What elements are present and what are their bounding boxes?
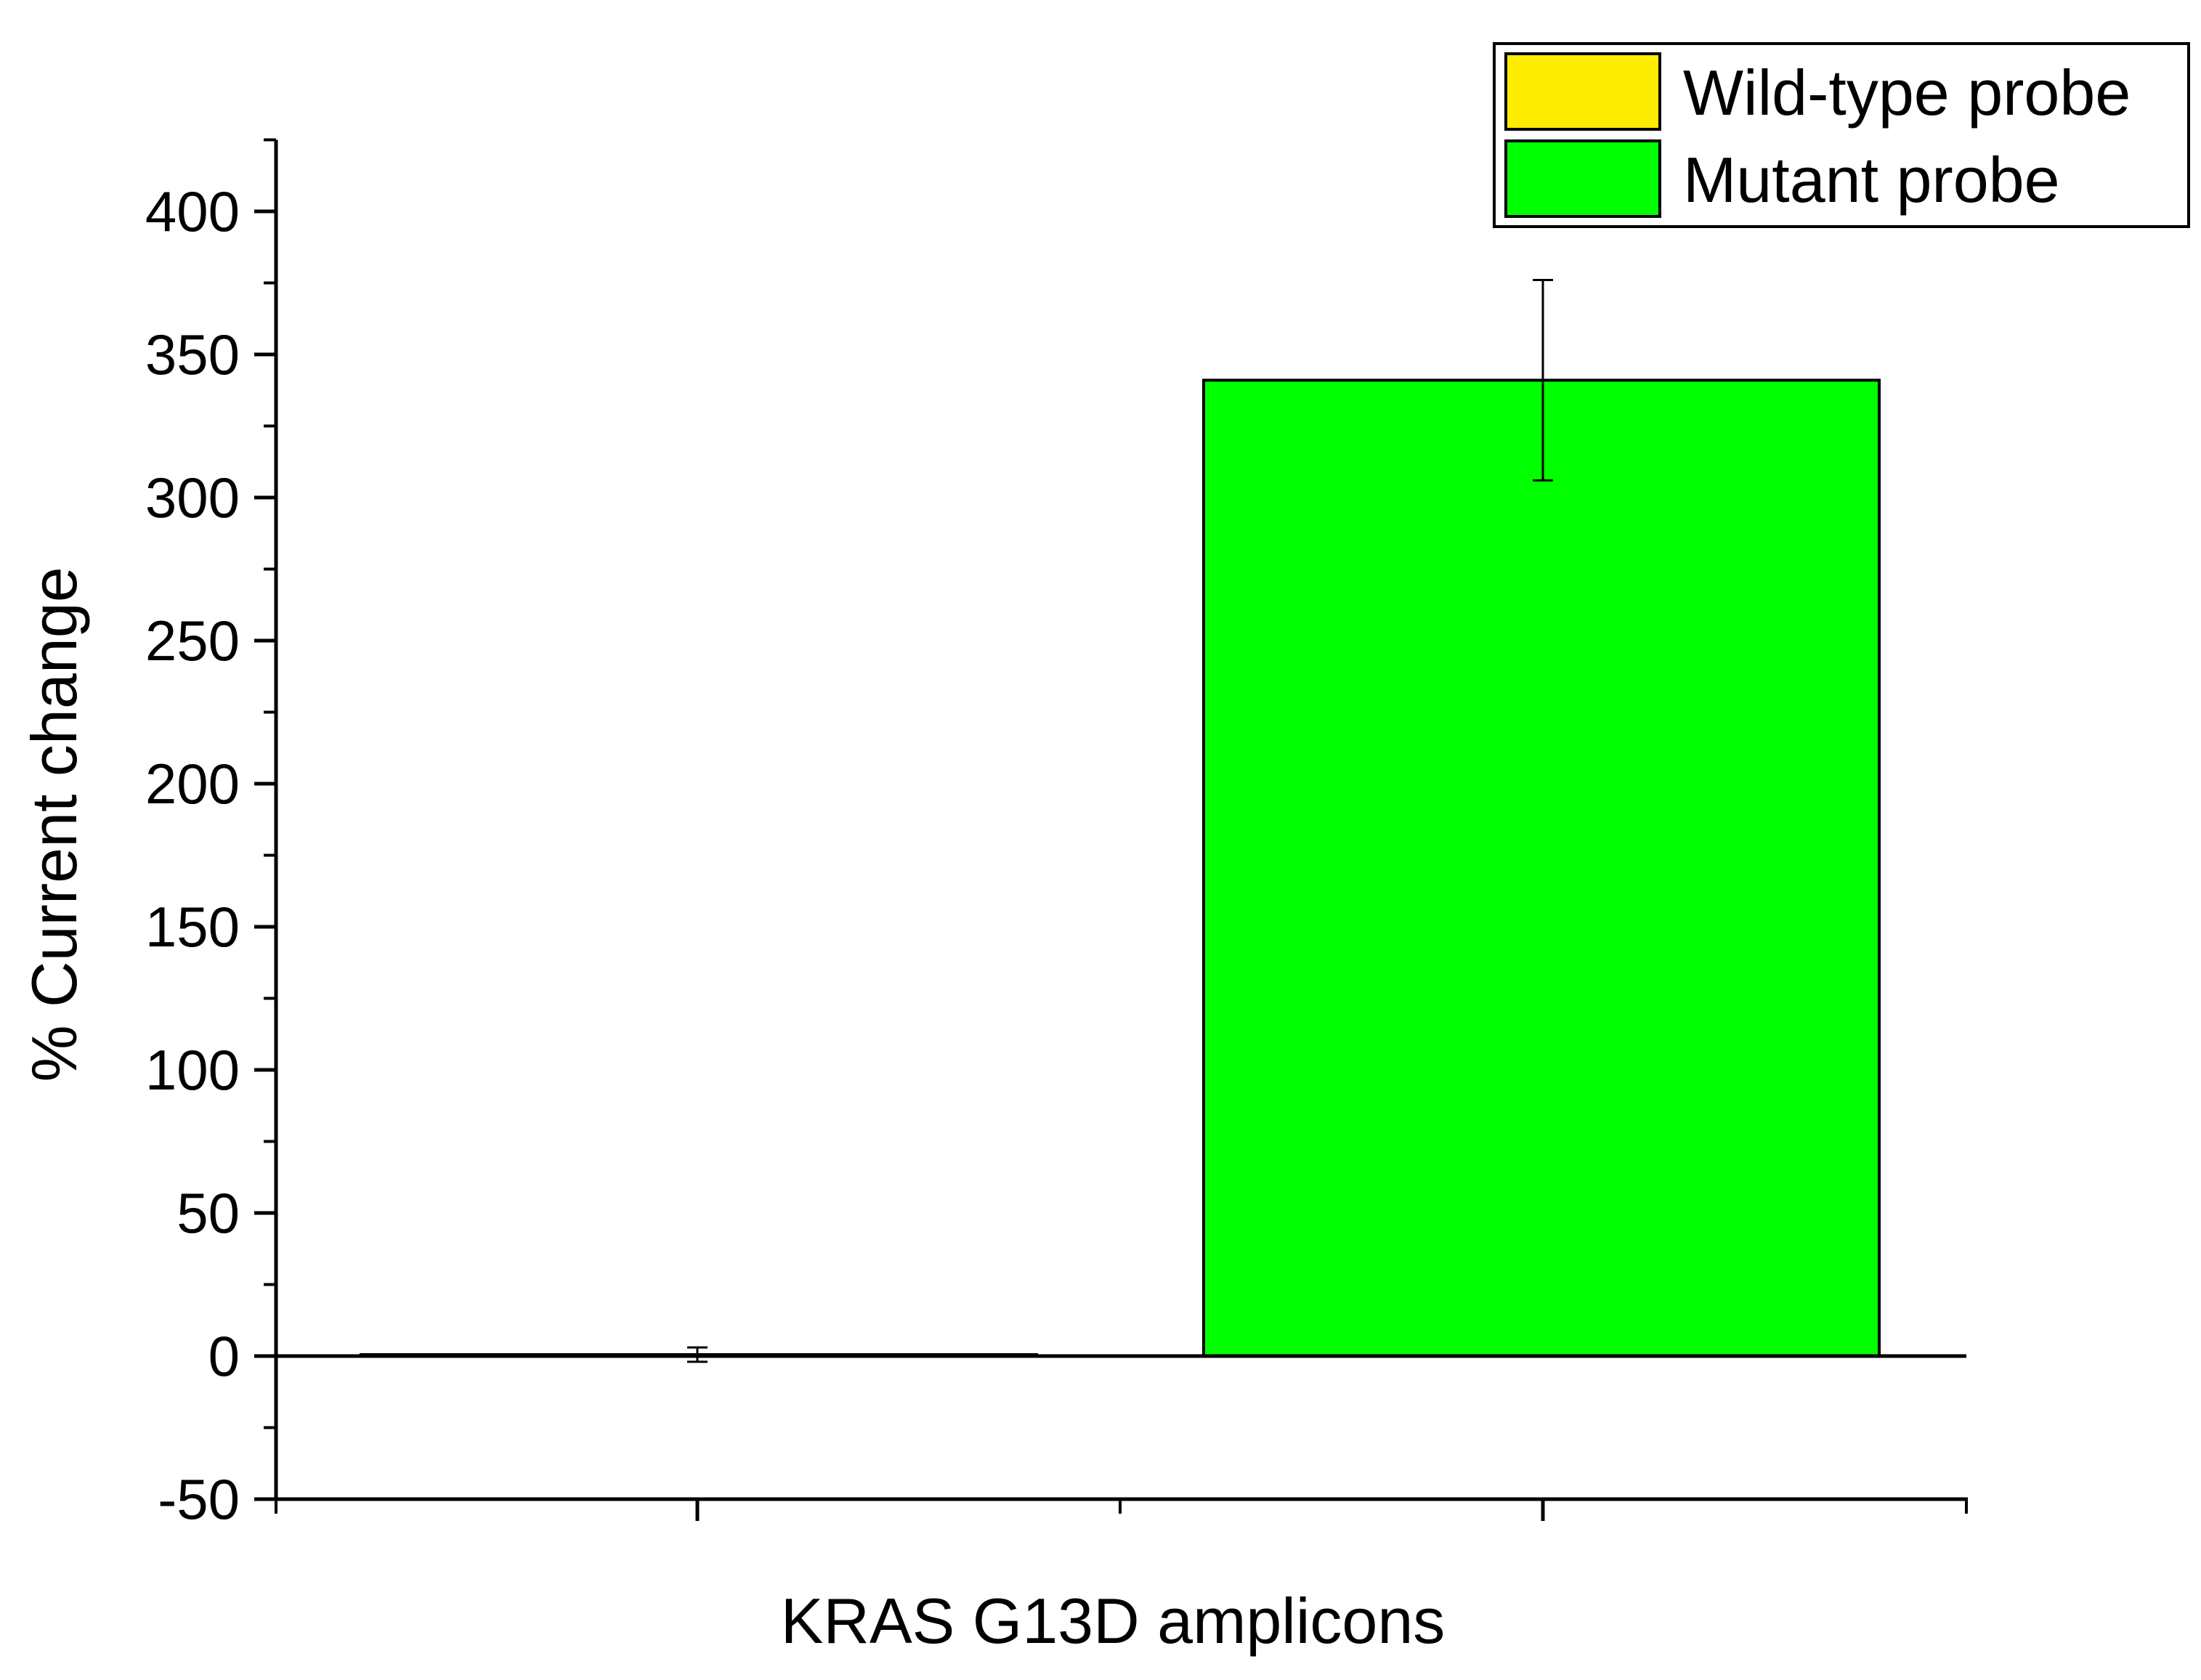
legend-label-wild-type: Wild-type probe [1683,57,2131,129]
y-tick-label: -50 [158,1467,240,1531]
y-tick-label: 200 [145,752,240,816]
bars-layer [360,378,1881,1358]
y-tick-label: 150 [145,895,240,959]
y-tick-label: 250 [145,609,240,673]
error-bars-layer [687,279,1553,1363]
y-tick-label: 100 [145,1038,240,1102]
y-axis-title: % Current change [18,567,90,1082]
bar-mutant [1202,378,1881,1358]
y-tick-label: 0 [208,1324,240,1388]
legend: Wild-type probe Mutant probe [1493,42,2190,228]
legend-swatch-wild-type [1504,52,1661,131]
x-axis-title: KRAS G13D amplicons [781,1585,1446,1657]
legend-swatch-mutant [1504,139,1661,218]
legend-label-mutant: Mutant probe [1683,144,2060,216]
axes-layer: -50 0 50 100 150 200 250 300 350 400 [145,138,1968,1531]
y-tick-label: 350 [145,322,240,386]
y-tick-label: 300 [145,466,240,529]
y-tick-label: 50 [177,1181,240,1245]
y-tick-label: 400 [145,179,240,243]
